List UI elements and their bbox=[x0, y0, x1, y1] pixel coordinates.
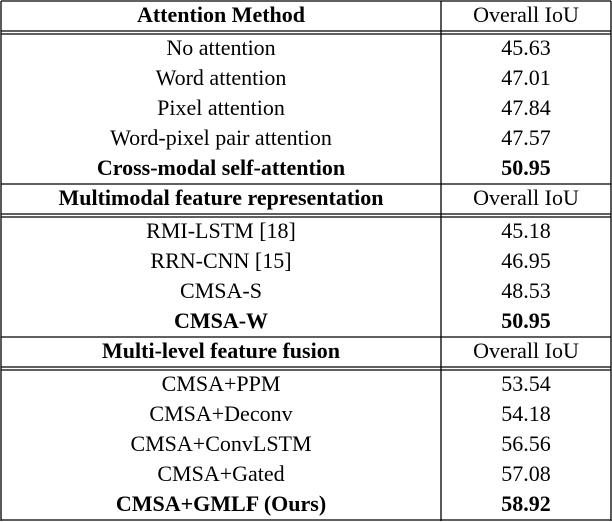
iou-value: 47.84 bbox=[501, 95, 551, 120]
iou-value: 54.18 bbox=[501, 401, 551, 426]
iou-value: 53.54 bbox=[501, 371, 551, 396]
method-name: Word attention bbox=[156, 65, 287, 90]
method-name: CMSA+Deconv bbox=[149, 401, 292, 426]
metric-header: Overall IoU bbox=[473, 2, 579, 27]
method-name: No attention bbox=[166, 35, 275, 60]
section-header: Attention Method bbox=[137, 2, 305, 27]
method-name: CMSA+ConvLSTM bbox=[130, 431, 311, 456]
iou-value: 48.53 bbox=[501, 278, 551, 303]
iou-value: 57.08 bbox=[501, 461, 551, 486]
iou-value: 50.95 bbox=[501, 308, 551, 333]
method-name: CMSA+GMLF (Ours) bbox=[116, 491, 326, 516]
iou-value: 58.92 bbox=[501, 491, 551, 516]
iou-value: 45.63 bbox=[501, 35, 551, 60]
method-name: CMSA-W bbox=[174, 308, 268, 333]
section-header: Multimodal feature representation bbox=[58, 185, 383, 210]
method-name: Word-pixel pair attention bbox=[110, 125, 332, 150]
iou-value: 50.95 bbox=[501, 155, 551, 180]
iou-value: 47.01 bbox=[501, 65, 551, 90]
iou-value: 45.18 bbox=[501, 218, 551, 243]
iou-value: 56.56 bbox=[501, 431, 551, 456]
method-name: CMSA+Gated bbox=[157, 461, 284, 486]
iou-value: 46.95 bbox=[501, 248, 551, 273]
metric-header: Overall IoU bbox=[473, 338, 579, 363]
method-name: Cross-modal self-attention bbox=[97, 155, 345, 180]
method-name: CMSA+PPM bbox=[162, 371, 281, 396]
section-header: Multi-level feature fusion bbox=[102, 338, 340, 363]
method-name: RRN-CNN [15] bbox=[150, 248, 291, 273]
method-name: RMI-LSTM [18] bbox=[146, 218, 296, 243]
method-name: Pixel attention bbox=[157, 95, 285, 120]
method-name: CMSA-S bbox=[180, 278, 262, 303]
iou-value: 47.57 bbox=[501, 125, 551, 150]
metric-header: Overall IoU bbox=[473, 185, 579, 210]
